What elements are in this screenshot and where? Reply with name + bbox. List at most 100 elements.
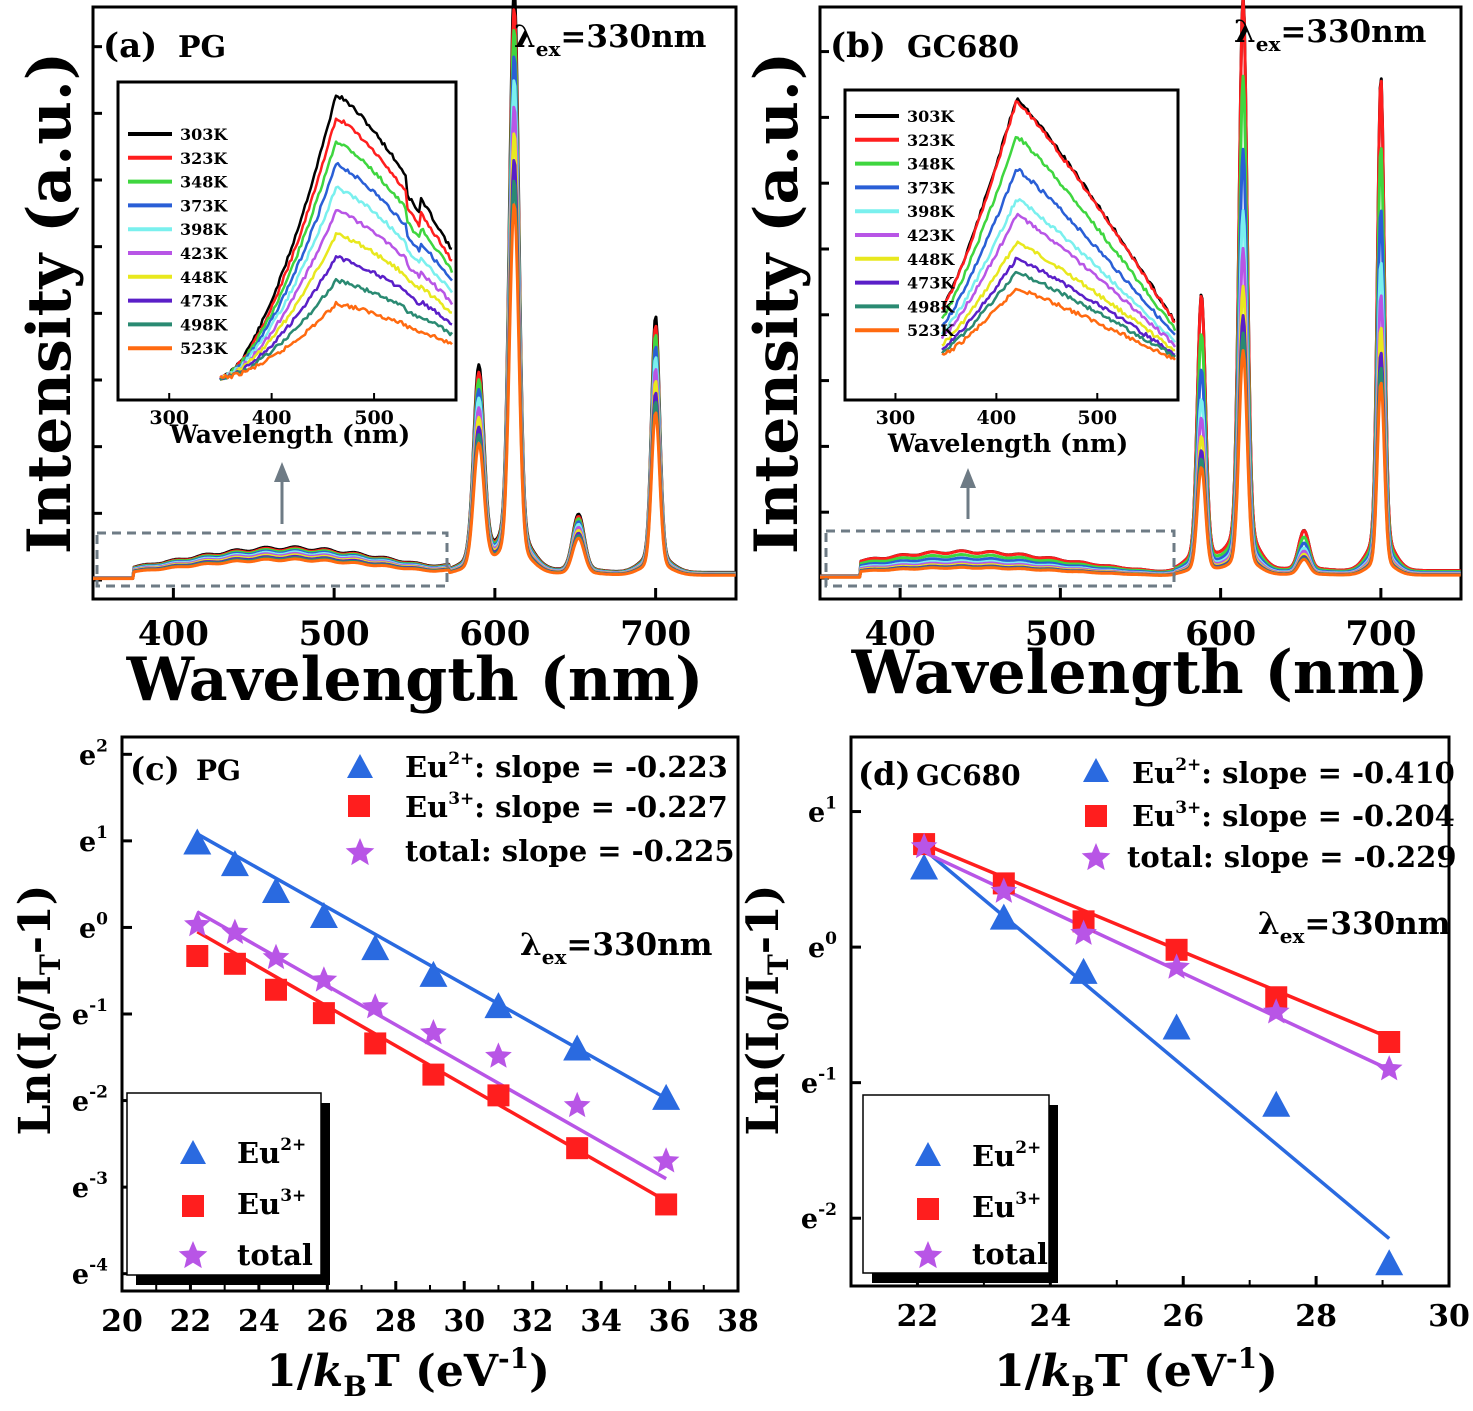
- x-tick-label: 34: [580, 1304, 622, 1339]
- panel-b-lambda: λex=330nm: [1234, 14, 1427, 56]
- inset-legend-label: 448K: [907, 250, 955, 269]
- inset-spectrum-323K: [941, 100, 1176, 324]
- point-total: [990, 877, 1018, 903]
- panel-c-slope-total-marker: [345, 838, 375, 866]
- panel-d-ticks: 22 24 26 28 30 e1 e0 e-1 e-2: [801, 794, 1470, 1334]
- inset-spectrum-373K: [940, 167, 1176, 336]
- x-tick-label: 30: [1428, 1299, 1470, 1334]
- point-eu2: [183, 828, 212, 855]
- point-eu2: [1375, 1249, 1404, 1276]
- point-eu3: [186, 945, 209, 968]
- panel-a-sample: PG: [178, 30, 226, 65]
- point-eu3: [312, 1002, 335, 1025]
- point-total: [221, 918, 249, 944]
- y-tick-label: e-2: [72, 1083, 108, 1118]
- panel-d-slope-total: total: slope = -0.229: [1127, 840, 1457, 874]
- inset-spectrum-473K: [941, 256, 1176, 356]
- panel-b-zoom-arrow: [960, 468, 976, 519]
- panel-b-inset-frame: [843, 88, 1180, 402]
- point-eu3: [566, 1137, 589, 1160]
- panel-d-legend-eu2: Eu2+: [972, 1138, 1041, 1173]
- inset-spectrum-398K: [219, 185, 454, 380]
- inset-spectrum-473K: [219, 255, 453, 381]
- panel-a-inset-xlabel: Wavelength (nm): [169, 420, 410, 449]
- point-eu2: [419, 960, 448, 987]
- x-tick-label: 26: [306, 1304, 348, 1339]
- inset-spectrum-523K: [941, 287, 1176, 361]
- inset-spectrum-348K: [940, 135, 1177, 332]
- inset-spectrum-448K: [941, 240, 1176, 352]
- inset-legend-label: 323K: [907, 131, 955, 150]
- panel-a-lambda: λex=330nm: [514, 19, 707, 61]
- point-total: [262, 943, 290, 970]
- point-eu2: [989, 903, 1018, 930]
- point-eu3: [422, 1063, 445, 1086]
- inset-legend-label: 348K: [180, 173, 228, 192]
- panel-c-label: (c): [130, 750, 180, 788]
- inset-x-tick-label: 400: [252, 407, 292, 429]
- panel-b-inset-xlabel: Wavelength (nm): [887, 429, 1128, 458]
- panel-a-xlabel: Wavelength (nm): [126, 645, 704, 715]
- panel-d-slope-eu3: Eu3+: slope = -0.204: [1132, 798, 1455, 833]
- panel-a-ylabel: Intensity (a.u.): [15, 52, 85, 554]
- y-tick-label: e-1: [801, 1065, 837, 1100]
- panel-b-label: (b): [830, 26, 886, 66]
- inset-legend-label: 498K: [907, 297, 955, 316]
- x-tick-label: 700: [1345, 614, 1416, 654]
- x-tick-label: 22: [170, 1304, 212, 1339]
- panel-a-zoom-arrow: [274, 462, 290, 524]
- panel-c-legend-eu2-marker: [180, 1140, 206, 1164]
- panel-d-sample: GC680: [916, 759, 1021, 792]
- panel-c-slope-eu3-marker: [348, 795, 370, 817]
- point-eu2: [652, 1083, 681, 1110]
- panel-c-sample: PG: [196, 754, 241, 787]
- inset-legend-label: 523K: [907, 321, 955, 340]
- inset-spectrum-373K: [219, 161, 453, 381]
- point-total: [310, 966, 338, 992]
- point-eu3: [487, 1084, 510, 1107]
- inset-spectrum-348K: [219, 140, 454, 381]
- panel-d-legend-eu3-marker: [917, 1198, 939, 1220]
- panel-d-frame: [849, 735, 1451, 1288]
- y-tick-label: e1: [808, 794, 837, 829]
- panel-c-legend-total: total: [237, 1238, 313, 1272]
- point-eu2: [910, 853, 939, 880]
- panel-c-legend: Eu2+ Eu3+ total: [126, 1092, 330, 1285]
- panel-b-ticks: 400 500 600 700: [820, 50, 1416, 654]
- point-total: [910, 832, 938, 859]
- x-tick-label: 400: [138, 614, 209, 654]
- panel-d-legend-total-marker: [913, 1241, 943, 1269]
- panel-d-lambda: λex=330nm: [1258, 906, 1451, 948]
- point-eu2: [361, 934, 390, 961]
- inset-legend-label: 473K: [180, 292, 228, 311]
- inset-x-tick-label: 300: [876, 407, 916, 429]
- x-tick-label: 38: [717, 1304, 759, 1339]
- inset-spectrum-398K: [940, 198, 1176, 343]
- y-tick-label: e0: [808, 929, 837, 964]
- y-tick-label: e-3: [72, 1169, 108, 1204]
- inset-legend-label: 373K: [907, 178, 955, 197]
- panel-c-points: [183, 828, 681, 1216]
- panel-d-legend: Eu2+ Eu3+ total: [862, 1094, 1058, 1283]
- panel-c-slope-eu2: Eu2+: slope = -0.223: [405, 749, 728, 784]
- x-tick-label: 700: [620, 614, 691, 654]
- point-eu2: [1262, 1090, 1291, 1117]
- panel-b-inset-ticks: 300 400 500: [876, 393, 1117, 429]
- x-tick-label: 20: [101, 1304, 143, 1339]
- point-total: [184, 910, 211, 937]
- inset-spectrum-498K: [941, 270, 1177, 359]
- x-tick-label: 600: [459, 614, 530, 654]
- inset-spectrum-303K: [219, 94, 453, 381]
- x-tick-label: 24: [238, 1304, 280, 1339]
- panel-c-legend-eu3-marker: [182, 1195, 204, 1217]
- panel-d-slope-eu3-marker: [1085, 805, 1107, 827]
- point-total: [361, 993, 389, 1019]
- x-tick-label: 600: [1185, 614, 1256, 654]
- point-eu2: [563, 1034, 592, 1061]
- panel-c-lambda: λex=330nm: [520, 927, 713, 969]
- panel-d-label: (d): [858, 755, 911, 793]
- point-eu3: [655, 1193, 678, 1216]
- panel-d-ylabel: Ln(I0/IT-1): [738, 884, 795, 1135]
- panel-a-label: (a): [103, 26, 157, 66]
- x-tick-label: 30: [443, 1304, 485, 1339]
